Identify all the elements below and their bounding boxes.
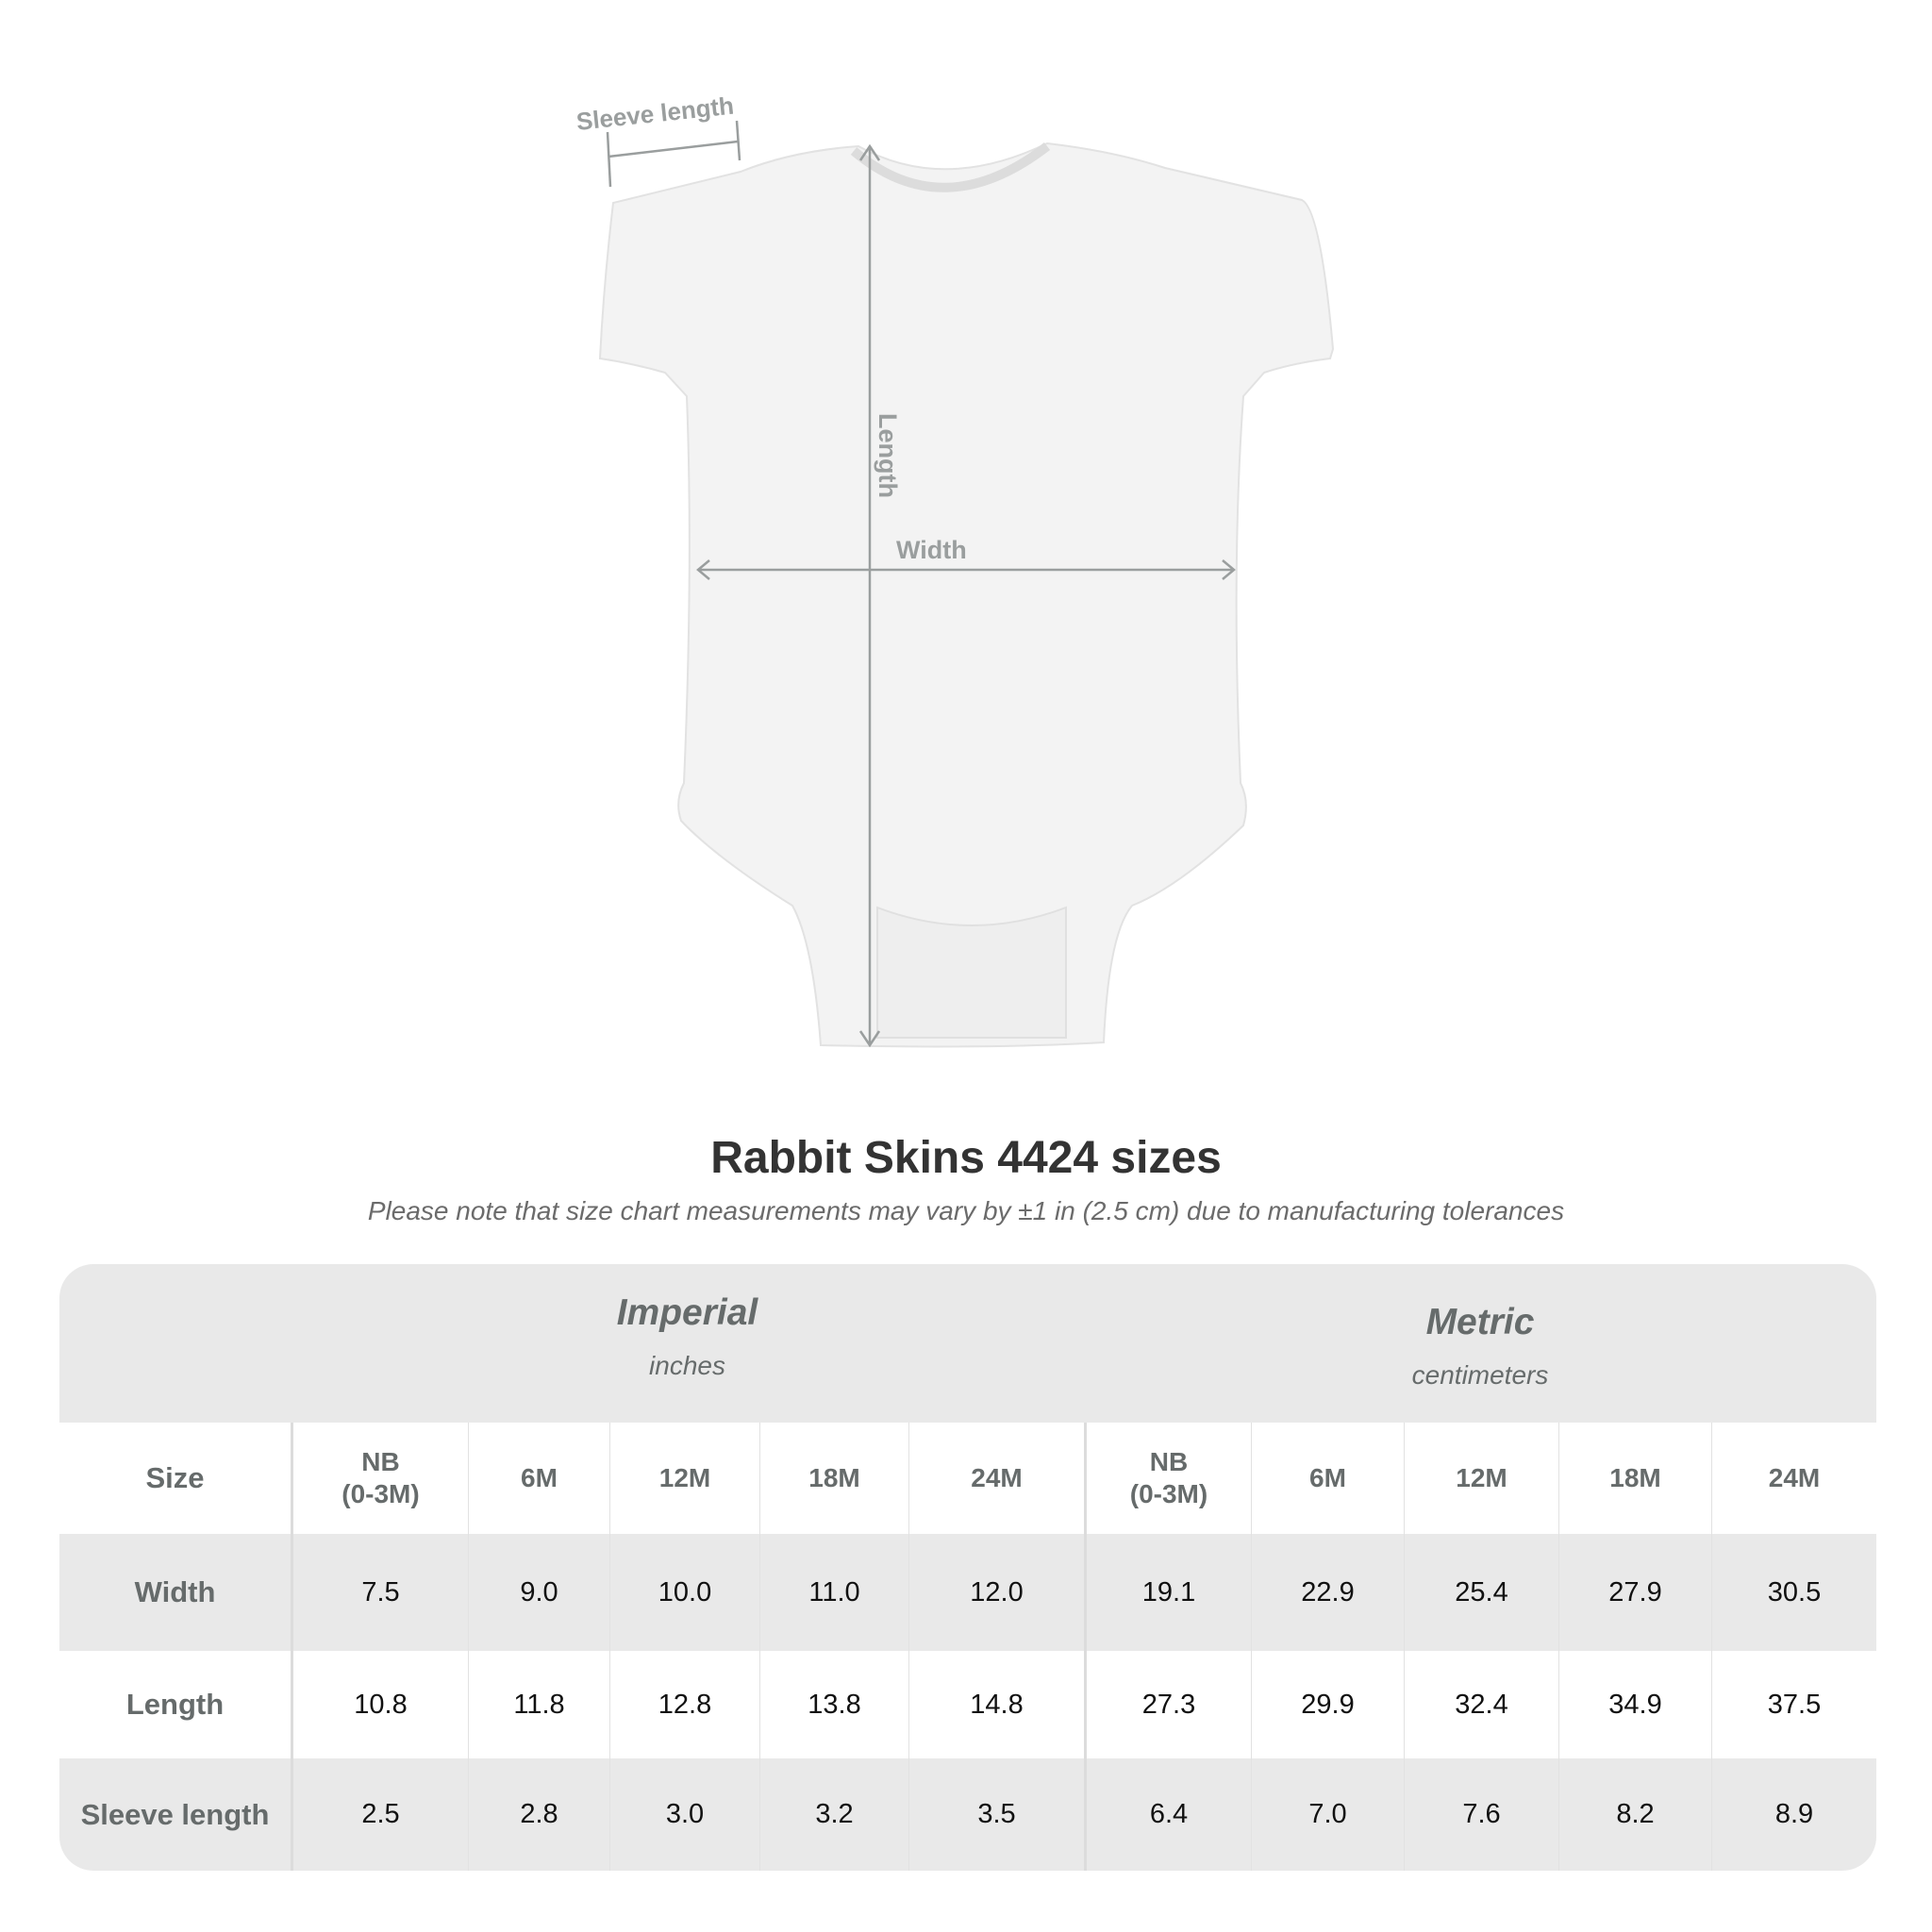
page-title: Rabbit Skins 4424 sizes [710,1133,1222,1183]
table-cell: 12.0 [908,1534,1084,1651]
table-cell: 8.9 [1711,1758,1876,1871]
measure-arrows [606,120,1236,1048]
table-cell: 9.0 [468,1534,609,1651]
length-label: Length [874,413,902,498]
table-cell: 10.0 [609,1534,759,1651]
table-cell: 11.8 [468,1651,609,1758]
group-unit: inches [649,1351,725,1380]
onesie-diagram: Sleeve length Length Width [575,92,1335,1048]
unit-header: Imperial inches Metric centimeters [59,1264,1876,1423]
table-row: Sleeve length 2.5 2.8 3.0 3.2 3.5 6.4 7.0 7.6 8.2… [59,1758,1876,1871]
table-cell: 6.4 [1084,1758,1251,1871]
table-cell: 10.8 [291,1651,468,1758]
size-header: NB (0-3M) [291,1423,468,1534]
imperial-group: Imperial inches [291,1292,1084,1381]
metric-group: Metric centimeters [1084,1302,1876,1391]
size-header: NB (0-3M) [1084,1423,1251,1534]
table-cell: 27.3 [1084,1651,1251,1758]
table-cell: 14.8 [908,1651,1084,1758]
size-header: 18M [1558,1423,1711,1534]
group-unit: centimeters [1411,1360,1549,1390]
table-cell: 27.9 [1558,1534,1711,1651]
table-cell: 7.6 [1404,1758,1558,1871]
size-table: Imperial inches Metric centimeters Size N… [59,1264,1876,1871]
table-cell: 12.8 [609,1651,759,1758]
table-cell: 13.8 [759,1651,908,1758]
table-cell: 37.5 [1711,1651,1876,1758]
size-header-row: Size NB (0-3M) 6M 12M 18M 24M NB (0-3M) 6M 12M 18… [59,1423,1876,1534]
onesie-illustration [598,142,1335,1048]
tolerance-note: Please note that size chart measurements… [367,1196,1565,1225]
size-header: 12M [1404,1423,1558,1534]
size-header: 6M [468,1423,609,1534]
table-cell: 34.9 [1558,1651,1711,1758]
table-cell: 32.4 [1404,1651,1558,1758]
table-cell: 30.5 [1711,1534,1876,1651]
table-row: Width 7.5 9.0 10.0 11.0 12.0 19.1 22.9 25.4 27.9 3… [59,1534,1876,1651]
row-label: Sleeve length [80,1797,270,1831]
row-label: Size [145,1461,205,1494]
table-cell: 19.1 [1084,1534,1251,1651]
table-cell: 7.5 [291,1534,468,1651]
table-cell: 2.8 [468,1758,609,1871]
table-cell: 3.2 [759,1758,908,1871]
table-cell: 8.2 [1558,1758,1711,1871]
size-header: 24M [908,1423,1084,1534]
table-row: Length 10.8 11.8 12.8 13.8 14.8 27.3 29.9 32.4 34… [59,1651,1876,1758]
size-header: 12M [609,1423,759,1534]
row-label: Length [125,1688,225,1721]
table-cell: 25.4 [1404,1534,1558,1651]
size-header: 18M [759,1423,908,1534]
sleeve-length-label: Sleeve length [575,92,735,136]
table-cell: 29.9 [1251,1651,1404,1758]
table-cell: 22.9 [1251,1534,1404,1651]
size-header: 24M [1711,1423,1876,1534]
sleeve-arrow [608,140,739,158]
table-cell: 3.0 [609,1758,759,1871]
width-label: Width [896,536,967,564]
table-cell: 7.0 [1251,1758,1404,1871]
table-cell: 11.0 [759,1534,908,1651]
table-cell: 2.5 [291,1758,468,1871]
row-label: Width [134,1575,216,1608]
group-title: Metric [1425,1302,1535,1342]
table-cell: 3.5 [908,1758,1084,1871]
group-title: Imperial [616,1292,758,1333]
size-header: 6M [1251,1423,1404,1534]
